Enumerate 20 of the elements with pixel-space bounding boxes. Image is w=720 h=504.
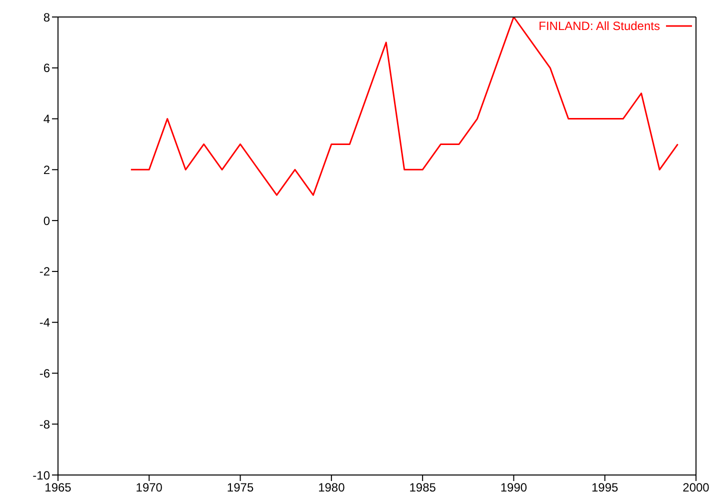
- y-tick-label: 4: [43, 112, 50, 126]
- y-tick-label: -6: [39, 366, 50, 380]
- y-tick-label: -10: [32, 468, 50, 482]
- x-tick-label: 1980: [318, 480, 346, 495]
- x-tick-label: 2000: [682, 480, 710, 495]
- x-tick-label: 1975: [226, 480, 254, 495]
- line-series: [130, 17, 679, 196]
- y-tick-label: -8: [39, 417, 50, 432]
- x-tick-label: 1965: [44, 480, 72, 495]
- y-tick-label: -2: [39, 264, 50, 279]
- x-tick-label: 1995: [592, 480, 619, 495]
- y-tick-label: 8: [43, 10, 50, 24]
- y-tick-label: 0: [43, 214, 50, 228]
- legend-label: FINLAND: All Students: [538, 19, 660, 33]
- y-tick-label: 6: [43, 61, 50, 76]
- x-tick-label: 1990: [500, 480, 528, 495]
- x-tick-label: 1970: [136, 480, 163, 495]
- y-tick-label: 2: [43, 162, 50, 177]
- y-tick-label: -4: [39, 316, 50, 330]
- x-tick-label: 1985: [409, 480, 436, 495]
